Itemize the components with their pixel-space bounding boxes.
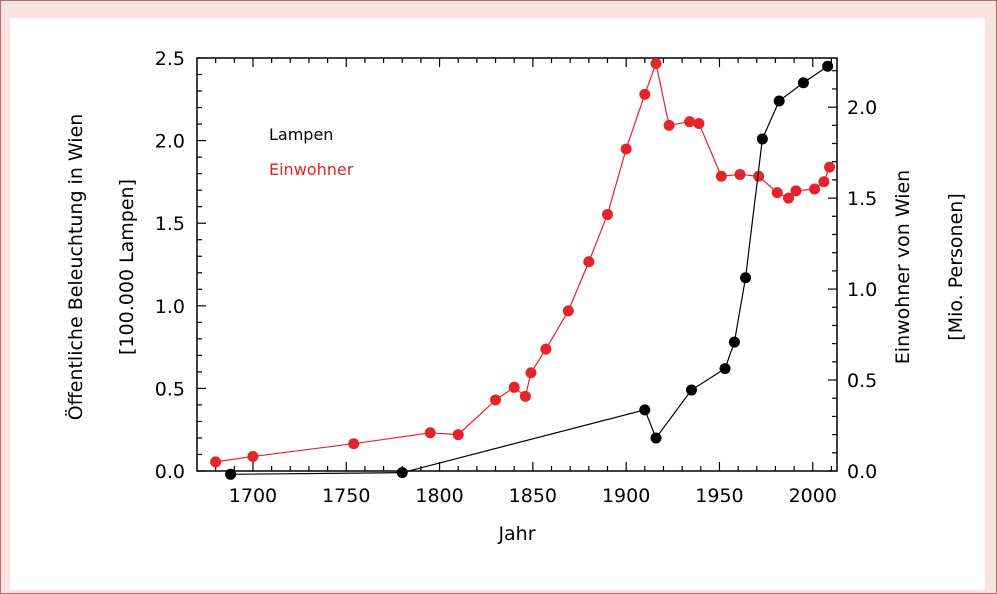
legend-label-einwohner: Einwohner [269, 160, 354, 179]
data-point-lampen [650, 432, 662, 444]
x-tick-label: 1750 [322, 485, 370, 507]
legend-label-lampen: Lampen [269, 125, 333, 144]
data-point-einwohner [824, 161, 836, 173]
data-point-einwohner [519, 390, 531, 402]
data-point-einwohner [210, 456, 222, 468]
x-tick-label: 2000 [789, 485, 837, 507]
data-point-einwohner [818, 176, 830, 188]
data-point-einwohner [782, 192, 794, 204]
data-point-lampen [396, 467, 408, 479]
y-right-axis-unit: [Mio. Personen] [945, 193, 967, 340]
data-point-lampen [639, 404, 651, 416]
y-right-tick-label: 0.5 [847, 370, 877, 392]
data-point-lampen [225, 468, 237, 480]
data-point-einwohner [508, 381, 520, 393]
y-left-axis-unit: [100.000 Lampen] [116, 179, 138, 355]
data-point-einwohner [771, 187, 783, 199]
data-point-einwohner [583, 256, 595, 268]
data-point-lampen [719, 363, 731, 375]
data-point-einwohner [753, 170, 765, 182]
y-left-axis-label: Öffentliche Beleuchtung in Wien [64, 114, 87, 421]
y-right-tick-label: 2.0 [847, 97, 877, 119]
data-point-lampen [797, 77, 809, 89]
y-left-tick-label: 1.0 [155, 296, 185, 318]
x-tick-label: 1950 [695, 485, 743, 507]
y-right-tick-label: 1.0 [847, 279, 877, 301]
data-point-lampen [740, 272, 752, 284]
y-right-axis-label: Einwohner von Wien [892, 170, 914, 364]
data-point-einwohner [562, 305, 574, 317]
data-point-lampen [773, 95, 785, 107]
y-left-tick-label: 2.0 [155, 131, 185, 153]
x-tick-label: 1900 [602, 485, 650, 507]
data-point-einwohner [601, 208, 613, 220]
data-point-einwohner [424, 427, 436, 439]
data-point-einwohner [734, 168, 746, 180]
x-tick-label: 1700 [229, 485, 277, 507]
data-point-einwohner [620, 143, 632, 155]
y-left-tick-label: 0.0 [155, 461, 185, 483]
y-right-tick-label: 1.5 [847, 188, 877, 210]
data-point-einwohner [663, 119, 675, 131]
y-right-tick-label: 0.0 [847, 461, 877, 483]
series-line-einwohner [215, 61, 831, 463]
y-left-tick-label: 0.5 [155, 378, 185, 400]
data-point-einwohner [452, 429, 464, 441]
x-tick-label: 1800 [415, 485, 463, 507]
data-point-einwohner [348, 438, 360, 450]
data-point-einwohner [650, 57, 662, 69]
x-axis-label: Jahr [497, 523, 535, 545]
plot-frame [196, 57, 838, 472]
data-point-einwohner [525, 367, 537, 379]
data-point-einwohner [809, 183, 821, 195]
data-point-lampen [728, 336, 740, 348]
y-left-tick-label: 2.5 [155, 48, 185, 70]
data-point-lampen [822, 60, 834, 72]
data-point-einwohner [490, 394, 502, 406]
chart-panel [10, 18, 985, 590]
data-point-einwohner [639, 88, 651, 100]
x-tick-label: 1850 [509, 485, 557, 507]
data-point-einwohner [715, 170, 727, 182]
data-point-einwohner [790, 185, 802, 197]
y-left-tick-label: 1.5 [155, 213, 185, 235]
data-point-einwohner [540, 343, 552, 355]
data-point-einwohner [247, 450, 259, 462]
data-point-einwohner [684, 116, 696, 128]
data-point-lampen [685, 384, 697, 396]
data-point-lampen [756, 133, 768, 145]
data-point-einwohner [693, 117, 705, 129]
